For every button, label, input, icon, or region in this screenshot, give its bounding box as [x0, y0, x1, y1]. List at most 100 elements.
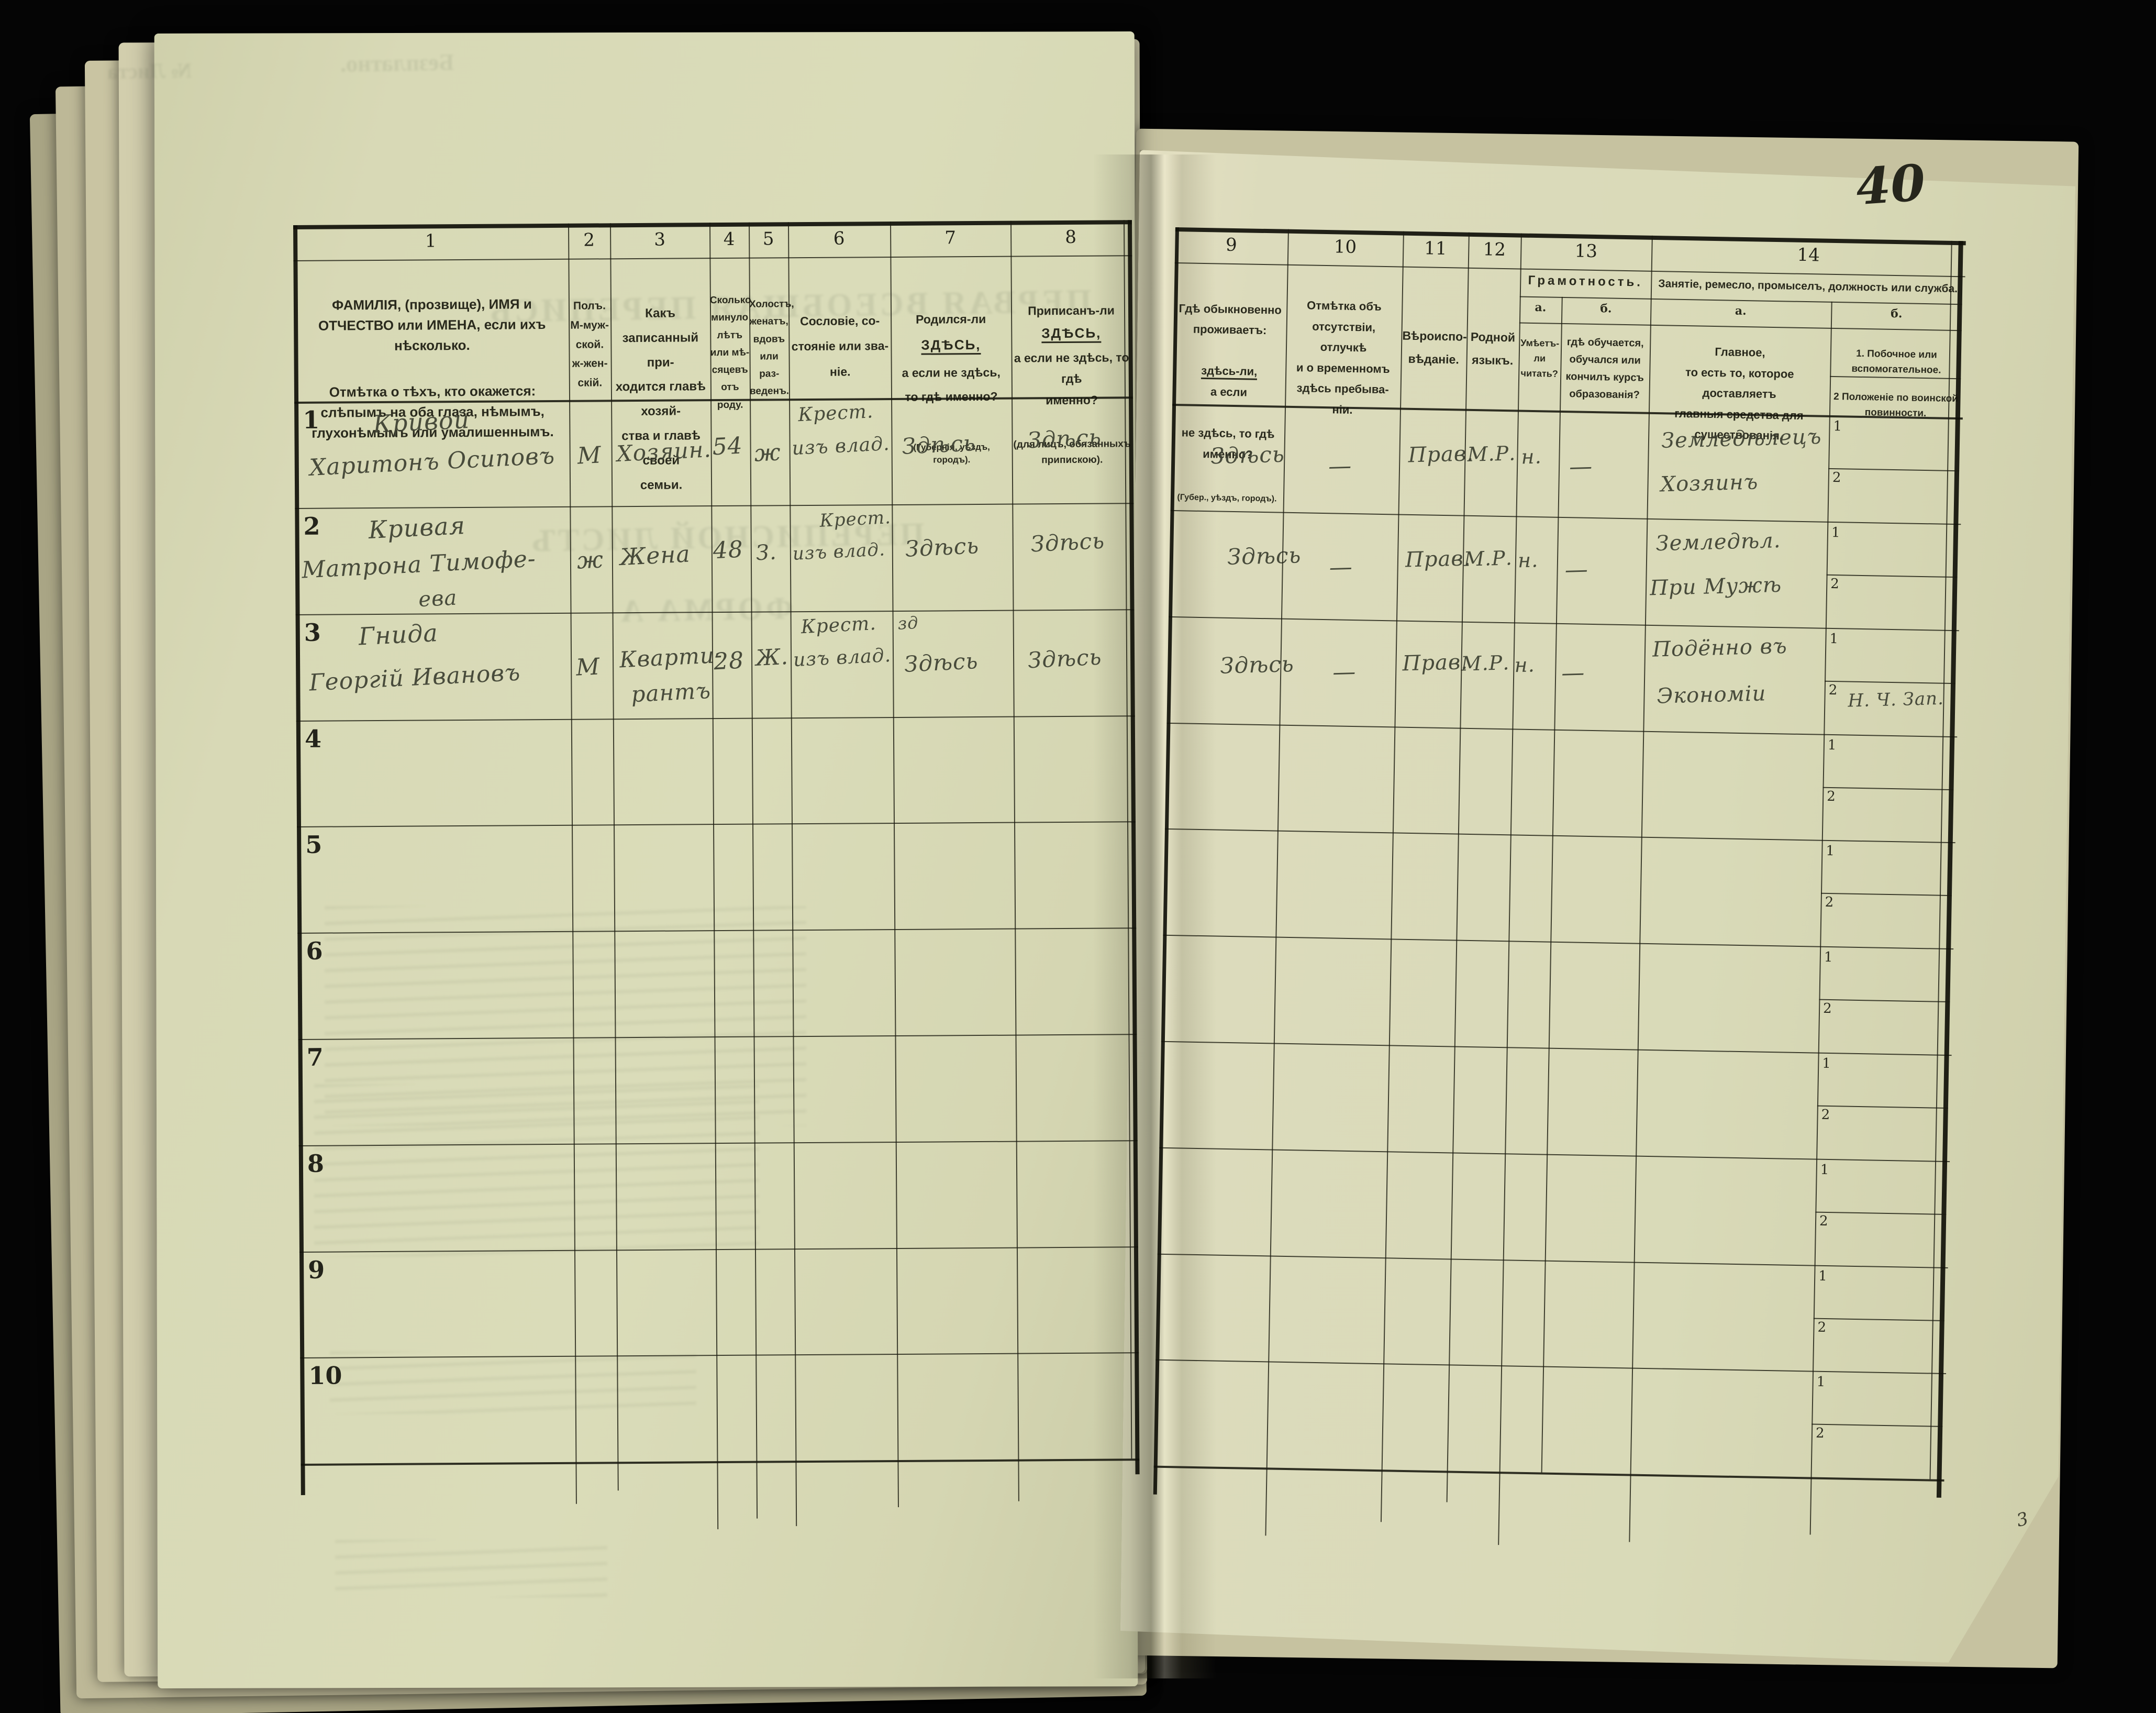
col10-number: 10	[1333, 236, 1357, 258]
grid-line	[1815, 1211, 1947, 1215]
subrow-number: 2	[1826, 788, 1836, 805]
row-number: 2	[303, 512, 320, 540]
grid-line	[1155, 1359, 1947, 1375]
entry-religion: Прав.	[1405, 546, 1471, 572]
grid-line	[748, 222, 758, 1519]
grid-line	[1153, 1465, 1944, 1482]
entry-name: Георгій Ивановъ	[308, 659, 521, 697]
grid-line	[1163, 934, 1954, 950]
entry-born-note: зд	[897, 612, 919, 634]
entry-residence: Здѣсь	[1219, 651, 1295, 679]
grid-line	[300, 1352, 1139, 1358]
grid-line	[1828, 468, 1960, 472]
entry-estate: Крест.	[819, 507, 892, 532]
entry-absence: —	[1328, 452, 1352, 480]
page-number: 40	[1854, 153, 1927, 217]
entry-residence: Здѣсь	[1227, 542, 1302, 570]
col14b-label: б.	[1890, 306, 1903, 321]
row-number: 3	[304, 618, 321, 647]
entry-occupation: Земледѣл.	[1655, 528, 1781, 556]
row-number: 10	[308, 1361, 342, 1390]
col13-number: 13	[1574, 240, 1598, 262]
grid-line	[1826, 574, 1958, 578]
subrow-number: 1	[1826, 843, 1835, 859]
entry-occupation: Хозяинъ	[1660, 470, 1759, 497]
subrow-number: 2	[1832, 469, 1841, 486]
entry-surname: Гнида	[358, 618, 439, 651]
grid-line	[1166, 722, 1958, 738]
grid-line	[1168, 616, 1959, 632]
entry-born: Здѣсь	[904, 532, 980, 562]
entry-estate: изъ влад.	[791, 433, 891, 460]
entry-relation: Жена	[619, 540, 691, 571]
row-number: 5	[305, 830, 323, 859]
entry-estate: изъ влад.	[792, 539, 886, 565]
subrow-number: 1	[1816, 1374, 1826, 1390]
entry-education: —	[1569, 453, 1593, 481]
grid-line	[1809, 301, 1832, 1535]
col11-header: Вѣроиспо- вѣданіе.	[1402, 328, 1468, 367]
col1-header-p1: ФАМИЛІЯ, (прозвище), ИМЯ и ОТЧЕСТВО или …	[318, 296, 546, 353]
col12-number: 12	[1483, 239, 1506, 261]
row-number: 4	[304, 724, 322, 753]
row-number: 6	[306, 936, 323, 965]
entry-estate: Крест.	[797, 401, 874, 426]
entry-estate: изъ влад.	[793, 644, 892, 671]
row-number: 1	[303, 405, 320, 434]
col13-title: Грамотность.	[1528, 273, 1643, 290]
grid-line	[297, 821, 1136, 827]
col8-header: Приписанъ-ли ЗДѢСЬ, а если не здѣсь, то …	[1012, 279, 1131, 490]
col7-header-lead: Родился-ли	[915, 312, 986, 326]
entry-sex: М	[576, 441, 603, 470]
grid-line	[1519, 322, 1962, 331]
col9-header: Гдѣ обыкновенно проживаетъ: здѣсь-ли, а …	[1171, 277, 1286, 526]
grid-line	[299, 1246, 1138, 1253]
entry-occupation: При Мужѣ	[1649, 572, 1782, 601]
grid-line	[1817, 1105, 1948, 1109]
subrow-number: 1	[1829, 631, 1839, 647]
subrow-number: 1	[1820, 1162, 1829, 1178]
row-number: 8	[307, 1149, 325, 1178]
grid-line	[293, 255, 1132, 261]
ghost-paragraph	[335, 1540, 607, 1597]
grid-line	[1541, 296, 1563, 1473]
col7-number: 7	[944, 227, 957, 249]
entry-age: 54	[712, 432, 743, 461]
col6-header: Сословіе, со- стояніе или зва- ніе.	[791, 314, 889, 379]
subrow-number: 2	[1815, 1425, 1825, 1441]
col14a-label: а.	[1735, 304, 1747, 318]
grid-line	[301, 1458, 1140, 1466]
col7-header-rest: а если не здѣсь, то гдѣ именно?	[902, 365, 1001, 404]
entry-military: Н. Ч. Зап.	[1847, 688, 1944, 712]
grid-line	[1819, 999, 1950, 1003]
entry-absence: —	[1332, 658, 1357, 686]
col2-number: 2	[583, 229, 595, 251]
grid-line	[568, 223, 577, 1504]
entry-surname: Кривая	[368, 511, 466, 545]
entry-literate: н.	[1514, 653, 1536, 677]
grid-line	[297, 927, 1137, 934]
ghost-paragraph	[330, 1351, 696, 1414]
grid-line	[1157, 1253, 1948, 1269]
entry-language: М.Р.	[1461, 651, 1510, 676]
entry-registered: Здѣсь	[1030, 527, 1106, 557]
col4-header: Сколько минуло лѣтъ или мѣ- сяцевъ отъ р…	[709, 294, 751, 411]
subrow-number: 2	[1828, 682, 1838, 699]
col8-header-rest: а если не здѣсь, то гдѣ именно?	[1014, 350, 1129, 407]
col9-header-l1: Гдѣ обыкновенно проживаетъ:	[1179, 301, 1282, 337]
entry-literate: н.	[1520, 445, 1542, 469]
entry-born: Здѣсь	[903, 647, 979, 677]
subrow-number: 2	[1819, 1213, 1828, 1230]
subrow-number: 1	[1818, 1268, 1828, 1285]
grid-line	[1380, 231, 1404, 1522]
col4-number: 4	[723, 228, 735, 250]
entry-language: М.Р.	[1463, 546, 1513, 571]
grid-line	[709, 223, 719, 1530]
entry-absence: —	[1329, 554, 1353, 581]
ghost-text-sheet-no: № Листа	[107, 58, 192, 84]
col9-header-sub: (Губер., уѣздъ, городъ).	[1177, 493, 1277, 504]
entry-relation: Кварти-	[618, 642, 724, 673]
col7-header-emph: ЗДѢСЬ,	[921, 336, 981, 355]
grid-line	[1813, 1318, 1944, 1321]
col3-number: 3	[654, 229, 666, 250]
